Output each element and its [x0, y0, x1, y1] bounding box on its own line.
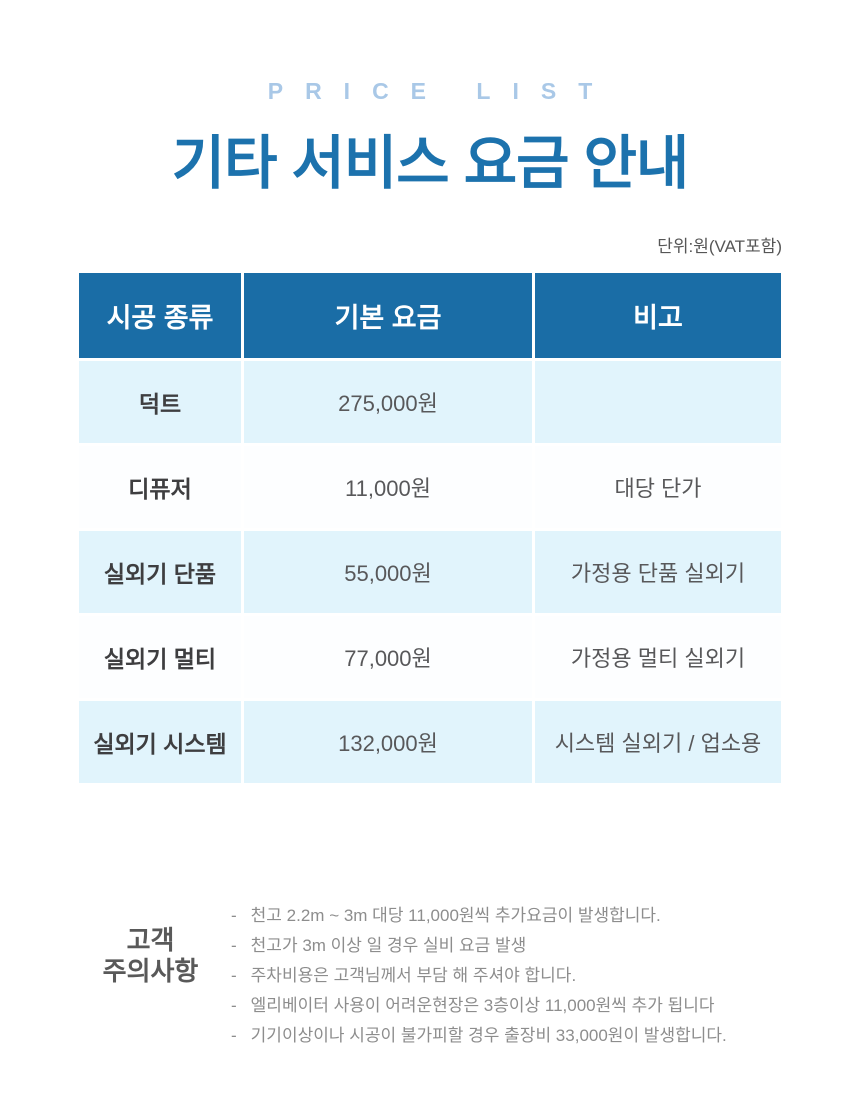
dash-bullet: -: [231, 906, 237, 925]
table-cell-price: 132,000원: [244, 701, 532, 783]
table-cell-price: 55,000원: [244, 531, 532, 613]
notices-list: - 천고 2.2m ~ 3m 대당 11,000원씩 추가요금이 발생합니다. …: [231, 901, 727, 1051]
table-cell-price: 11,000원: [244, 446, 532, 528]
notice-text: 천고가 3m 이상 일 경우 실비 요금 발생: [250, 936, 527, 955]
notice-item: - 천고가 3m 이상 일 경우 실비 요금 발생: [231, 931, 727, 961]
table-cell-type: 실외기 시스템: [79, 701, 241, 783]
table-cell-type: 실외기 멀티: [79, 616, 241, 698]
notice-text: 천고 2.2m ~ 3m 대당 11,000원씩 추가요금이 발생합니다.: [250, 906, 661, 925]
table-cell-type: 디퓨저: [79, 446, 241, 528]
dash-bullet: -: [231, 996, 237, 1015]
notice-item: - 주차비용은 고객님께서 부담 해 주셔야 합니다.: [231, 961, 727, 991]
notices-title-line2: 주의사항: [102, 956, 199, 986]
table-cell-type: 덕트: [79, 361, 241, 443]
table-header-type: 시공 종류: [79, 273, 241, 358]
table-cell-note: 가정용 단품 실외기: [535, 531, 781, 613]
eyebrow-price-list: PRICE LIST: [267, 78, 615, 104]
notice-item: - 천고 2.2m ~ 3m 대당 11,000원씩 추가요금이 발생합니다.: [231, 901, 727, 931]
page-title: 기타 서비스 요금 안내: [171, 131, 690, 196]
table-cell-price: 275,000원: [244, 361, 532, 443]
notices-title-line1: 고객: [126, 925, 175, 955]
notice-item: - 엘리베이터 사용이 어려운현장은 3층이상 11,000원씩 추가 됩니다: [231, 991, 727, 1021]
notice-text: 엘리베이터 사용이 어려운현장은 3층이상 11,000원씩 추가 됩니다: [250, 996, 715, 1015]
table-cell-note: 대당 단가: [535, 446, 781, 528]
table-cell-note: [535, 361, 781, 443]
dash-bullet: -: [231, 1026, 237, 1045]
table-header-note: 비고: [535, 273, 781, 358]
table-cell-note: 시스템 실외기 / 업소용: [535, 701, 781, 783]
table-header-price: 기본 요금: [244, 273, 532, 358]
customer-notices-section: 고객 주의사항 - 천고 2.2m ~ 3m 대당 11,000원씩 추가요금이…: [78, 901, 784, 1051]
table-cell-type: 실외기 단품: [79, 531, 241, 613]
price-table: 시공 종류 기본 요금 비고 덕트 275,000원 디퓨저 11,000원 대…: [79, 273, 781, 783]
dash-bullet: -: [231, 966, 237, 985]
table-cell-note: 가정용 멀티 실외기: [535, 616, 781, 698]
unit-vat-note: 단위:원(VAT포함): [657, 237, 782, 256]
table-cell-price: 77,000원: [244, 616, 532, 698]
notice-text: 주차비용은 고객님께서 부담 해 주셔야 합니다.: [250, 966, 577, 985]
notice-item: - 기기이상이나 시공이 불가피할 경우 출장비 33,000원이 발생합니다.: [231, 1021, 727, 1051]
notice-text: 기기이상이나 시공이 불가피할 경우 출장비 33,000원이 발생합니다.: [250, 1026, 727, 1045]
notices-title: 고객 주의사항: [78, 925, 223, 987]
dash-bullet: -: [231, 936, 237, 955]
